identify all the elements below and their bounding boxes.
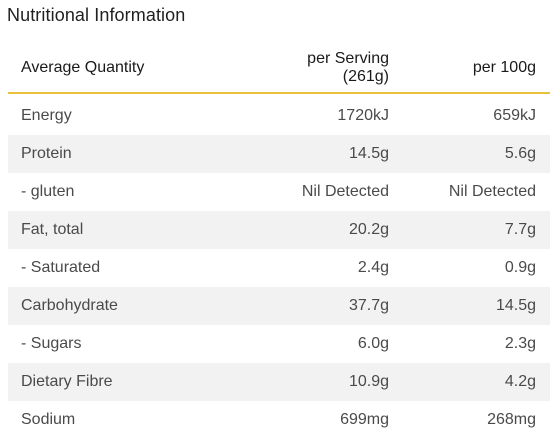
table-row: - Saturated 2.4g 0.9g (8, 249, 550, 287)
header-per-serving: per Serving (261g) (307, 50, 389, 85)
per-serving-value: 37.7g (348, 297, 389, 314)
header-per-100g: per 100g (472, 59, 536, 76)
per-100g-value: 5.6g (504, 145, 536, 162)
per-serving-value: 699mg (340, 411, 389, 428)
per-serving-value: 2.4g (357, 259, 389, 276)
nutrient-name: Energy (21, 107, 72, 124)
per-100g-value: 14.5g (495, 297, 536, 314)
nutrient-name: Carbohydrate (21, 297, 118, 314)
per-serving-value: 1720kJ (337, 107, 389, 124)
header-average-quantity: Average Quantity (21, 59, 145, 76)
table-row: Fat, total 20.2g 7.7g (8, 211, 550, 249)
table-row: Carbohydrate 37.7g 14.5g (8, 287, 550, 325)
nutrient-name: - Sugars (21, 335, 82, 352)
table-row: Sodium 699mg 268mg (8, 401, 550, 439)
nutrient-name: Dietary Fibre (21, 373, 113, 390)
per-serving-value: 10.9g (348, 373, 389, 390)
nutrient-name: Protein (21, 145, 72, 162)
nutrient-name: - Saturated (21, 259, 101, 276)
per-100g-value: 0.9g (504, 259, 536, 276)
per-100g-value: Nil Detected (448, 183, 536, 200)
per-serving-value: 20.2g (348, 221, 389, 238)
table-row: - Sugars 6.0g 2.3g (8, 325, 550, 363)
nutrient-name: Fat, total (21, 221, 84, 238)
per-serving-value: Nil Detected (301, 183, 389, 200)
per-100g-value: 659kJ (493, 107, 536, 124)
per-100g-value: 7.7g (504, 221, 536, 238)
per-100g-value: 4.2g (504, 373, 536, 390)
nutrient-name: - gluten (21, 183, 75, 200)
table-row: Dietary Fibre 10.9g 4.2g (8, 363, 550, 401)
per-serving-value: 14.5g (348, 145, 389, 162)
table-header: Average Quantity per Serving (261g) per … (8, 44, 550, 94)
page-title: Nutritional Information (7, 5, 186, 25)
table-row: - gluten Nil Detected Nil Detected (8, 173, 550, 211)
per-100g-value: 268mg (487, 411, 536, 428)
table-row: Protein 14.5g 5.6g (8, 135, 550, 173)
per-100g-value: 2.3g (504, 335, 536, 352)
per-serving-value: 6.0g (357, 335, 389, 352)
table-row: Energy 1720kJ 659kJ (8, 97, 550, 135)
nutrient-name: Sodium (21, 411, 76, 428)
nutrition-table: Average Quantity per Serving (261g) per … (8, 44, 550, 439)
